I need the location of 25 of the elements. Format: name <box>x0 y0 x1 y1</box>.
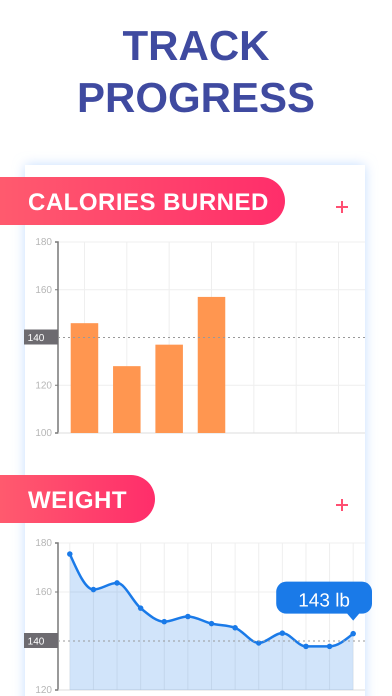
y-tick-label: 160 <box>35 587 52 598</box>
y-tick-label: 100 <box>35 428 52 440</box>
ref-line-label: 140 <box>28 636 45 648</box>
chart-title: CALORIES BURNED <box>28 189 269 216</box>
chart-title: WEIGHT <box>28 487 127 514</box>
point <box>114 580 120 586</box>
y-tick-label: 120 <box>35 685 52 696</box>
y-tick-label: 120 <box>35 380 52 392</box>
point <box>326 644 332 650</box>
data-label: 143 lb <box>298 590 350 612</box>
point <box>162 618 168 624</box>
point <box>208 620 214 626</box>
point <box>232 625 238 631</box>
point <box>350 630 356 636</box>
point <box>303 644 309 650</box>
point <box>280 630 286 636</box>
point <box>67 551 73 557</box>
point <box>90 586 96 592</box>
point <box>138 605 144 611</box>
y-tick-label: 160 <box>35 284 52 296</box>
ref-line-label: 140 <box>28 333 45 344</box>
y-tick-label: 180 <box>35 538 52 550</box>
point <box>185 614 191 620</box>
y-tick-label: 180 <box>35 237 52 248</box>
text: TRACK PROGRESS <box>76 22 316 121</box>
